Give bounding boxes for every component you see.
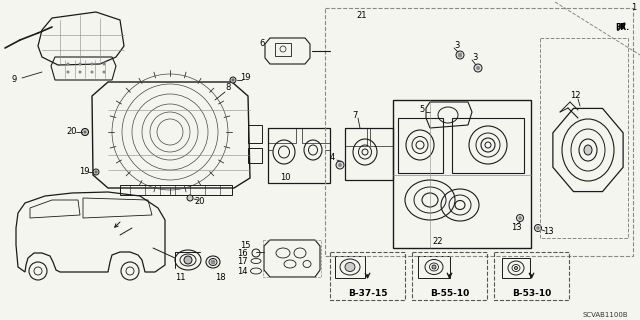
Text: 20: 20 (67, 127, 77, 137)
Circle shape (336, 161, 344, 169)
Circle shape (67, 70, 70, 74)
Text: 11: 11 (175, 274, 185, 283)
Bar (268, 128, 330, 183)
Circle shape (536, 226, 540, 230)
Text: 13: 13 (511, 223, 522, 233)
Text: 20: 20 (195, 197, 205, 206)
Text: 13: 13 (543, 228, 554, 236)
Bar (452, 118, 524, 173)
Circle shape (93, 169, 99, 175)
Text: 21: 21 (356, 12, 367, 20)
Circle shape (184, 256, 192, 264)
Text: 1: 1 (632, 3, 637, 12)
Ellipse shape (345, 262, 355, 271)
Circle shape (90, 70, 93, 74)
Text: 8: 8 (225, 84, 230, 92)
Text: FR.: FR. (615, 23, 629, 33)
Circle shape (232, 78, 234, 82)
Circle shape (81, 129, 88, 135)
Text: 14: 14 (237, 267, 248, 276)
Circle shape (534, 225, 541, 231)
Text: 6: 6 (259, 38, 265, 47)
Bar (418, 256, 450, 278)
Text: 19: 19 (79, 167, 89, 177)
Bar (370, 128, 393, 146)
Text: B-53-10: B-53-10 (512, 290, 551, 299)
Circle shape (516, 214, 524, 221)
Text: 16: 16 (237, 249, 248, 258)
Ellipse shape (584, 145, 592, 155)
Bar (248, 125, 262, 143)
Circle shape (458, 53, 462, 57)
Circle shape (338, 163, 342, 167)
Bar (248, 148, 262, 163)
Text: 17: 17 (237, 257, 248, 266)
Circle shape (79, 62, 81, 66)
Text: SCVAB1100B: SCVAB1100B (582, 312, 628, 318)
Text: 3: 3 (454, 41, 460, 50)
Bar (345, 128, 393, 180)
Circle shape (476, 66, 480, 70)
Circle shape (90, 62, 93, 66)
Text: 22: 22 (433, 237, 444, 246)
Ellipse shape (515, 267, 518, 269)
Circle shape (83, 131, 86, 133)
Bar (345, 128, 367, 146)
Text: 12: 12 (570, 92, 580, 100)
Circle shape (474, 64, 482, 72)
Text: 10: 10 (280, 173, 291, 182)
Ellipse shape (432, 265, 436, 269)
Bar (335, 256, 365, 278)
Bar (120, 185, 232, 195)
Circle shape (211, 260, 216, 265)
Text: 19: 19 (240, 74, 250, 83)
Text: 15: 15 (241, 242, 251, 251)
Bar (398, 118, 443, 173)
Text: B-37-15: B-37-15 (348, 290, 387, 299)
Text: 3: 3 (472, 53, 477, 62)
Circle shape (67, 62, 70, 66)
Circle shape (230, 77, 236, 83)
Bar (302, 128, 330, 143)
Bar (268, 128, 296, 143)
Circle shape (102, 62, 106, 66)
Circle shape (456, 51, 464, 59)
Text: 18: 18 (214, 274, 225, 283)
Bar (393, 100, 531, 248)
Text: B-55-10: B-55-10 (430, 290, 469, 299)
Circle shape (95, 171, 97, 173)
Circle shape (187, 195, 193, 201)
Text: 7: 7 (352, 110, 358, 119)
Bar (275, 43, 291, 56)
Text: 9: 9 (12, 76, 17, 84)
Circle shape (79, 70, 81, 74)
Circle shape (518, 216, 522, 220)
Circle shape (102, 70, 106, 74)
Text: 5: 5 (419, 106, 424, 115)
Text: 4: 4 (330, 154, 335, 163)
Bar (502, 258, 530, 278)
Bar (263, 240, 321, 277)
